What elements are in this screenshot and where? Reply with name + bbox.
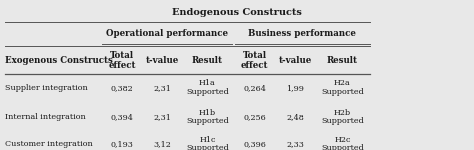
Text: 2,31: 2,31 (154, 84, 171, 92)
Text: Total
effect: Total effect (241, 51, 269, 70)
Text: 3,12: 3,12 (154, 140, 171, 148)
Text: 0,396: 0,396 (243, 140, 266, 148)
Text: t-value: t-value (146, 56, 179, 65)
Text: 0,193: 0,193 (110, 140, 134, 148)
Text: 0,256: 0,256 (244, 113, 266, 121)
Text: H2a
Supported: H2a Supported (321, 80, 364, 96)
Text: Customer integration: Customer integration (5, 140, 92, 148)
Text: H1a
Supported: H1a Supported (186, 80, 229, 96)
Text: Business performance: Business performance (248, 29, 356, 38)
Text: H2b
Supported: H2b Supported (321, 109, 364, 125)
Text: t-value: t-value (278, 56, 312, 65)
Text: H1c
Supported: H1c Supported (186, 136, 229, 150)
Text: 2,33: 2,33 (286, 140, 304, 148)
Text: Endogenous Constructs: Endogenous Constructs (172, 8, 302, 17)
Text: 0,382: 0,382 (111, 84, 133, 92)
Text: Result: Result (327, 56, 358, 65)
Text: 1,99: 1,99 (286, 84, 304, 92)
Text: Internal integration: Internal integration (5, 113, 85, 121)
Text: 2,31: 2,31 (154, 113, 171, 121)
Text: H1b
Supported: H1b Supported (186, 109, 229, 125)
Text: Result: Result (192, 56, 223, 65)
Text: Operational performance: Operational performance (106, 29, 228, 38)
Text: Exogenous Constructs: Exogenous Constructs (5, 56, 113, 65)
Text: 0,264: 0,264 (243, 84, 266, 92)
Text: 0,394: 0,394 (110, 113, 134, 121)
Text: H2c
Supported: H2c Supported (321, 136, 364, 150)
Text: Supplier integration: Supplier integration (5, 84, 88, 92)
Text: 2,48: 2,48 (286, 113, 304, 121)
Text: Total
effect: Total effect (108, 51, 136, 70)
